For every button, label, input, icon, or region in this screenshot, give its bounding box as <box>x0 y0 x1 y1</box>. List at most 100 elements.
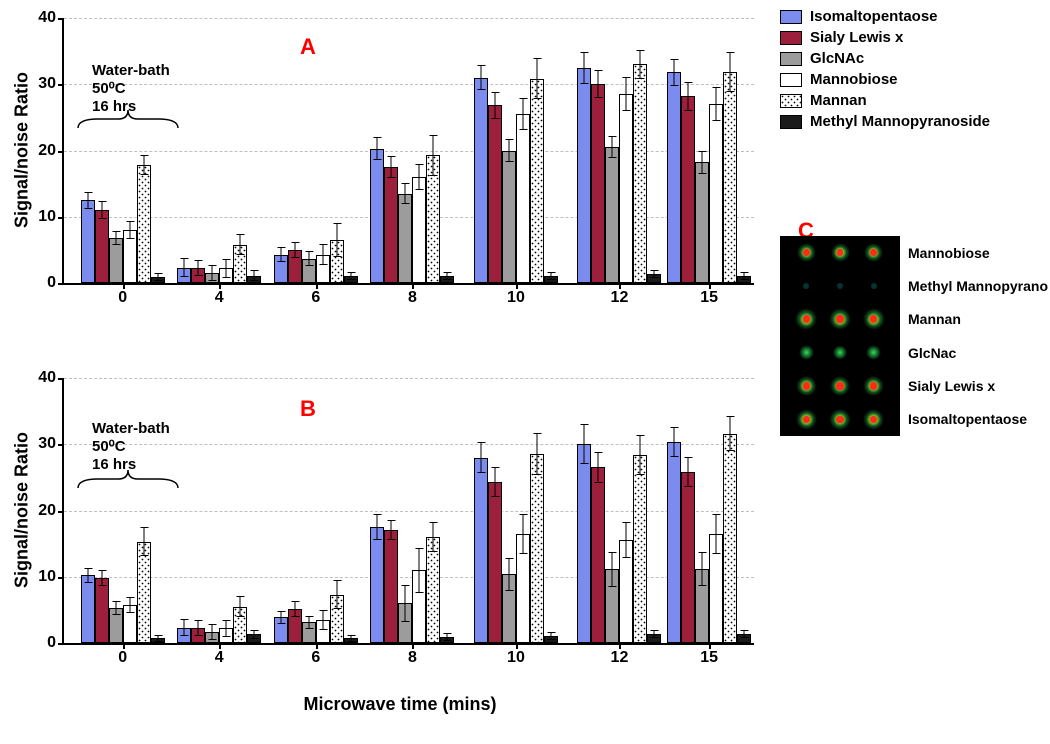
x-tick-label: 15 <box>700 289 718 307</box>
bar-mannan <box>723 434 737 643</box>
bar-sialy_lewis_x <box>95 210 109 283</box>
annotation-line: 50⁰C <box>92 438 170 456</box>
y-tick-label: 0 <box>47 274 56 292</box>
x-axis-label: Microwave time (mins) <box>303 694 496 715</box>
bar-glcnac <box>109 238 123 283</box>
y-tick-label: 0 <box>47 634 56 652</box>
bar-glcnac <box>695 162 709 283</box>
bar-mannan <box>530 454 544 643</box>
legend-label-sialy_lewis_x: Sialy Lewis x <box>810 29 990 46</box>
y-tick-label: 40 <box>38 369 56 387</box>
bar-isomaltopentaose <box>274 617 288 643</box>
bar-sialy_lewis_x <box>591 467 605 643</box>
annotation-B: Water-bath50⁰C16 hrs <box>92 420 170 474</box>
bar-mannan <box>137 542 151 643</box>
bar-mannobiose <box>516 114 530 283</box>
bar-sialy_lewis_x <box>488 482 502 643</box>
x-tick-label: 8 <box>408 649 417 667</box>
grid-line <box>64 378 754 379</box>
panel-letter-B: B <box>300 396 316 422</box>
bar-methyl_mannopyranoside <box>544 276 558 283</box>
y-tick-label: 10 <box>38 568 56 586</box>
x-tick-label: 15 <box>700 649 718 667</box>
bar-mannobiose <box>516 534 530 643</box>
y-tick-label: 30 <box>38 435 56 453</box>
y-tick <box>58 577 64 579</box>
brace-A <box>78 110 178 136</box>
array-row <box>780 303 900 336</box>
bar-mannobiose <box>123 605 137 643</box>
legend-label-mannobiose: Mannobiose <box>810 71 990 88</box>
bar-methyl_mannopyranoside <box>737 634 751 643</box>
bar-sialy_lewis_x <box>288 609 302 643</box>
bar-isomaltopentaose <box>474 458 488 644</box>
y-tick <box>58 217 64 219</box>
y-tick-label: 20 <box>38 142 56 160</box>
bar-isomaltopentaose <box>474 78 488 283</box>
bar-isomaltopentaose <box>577 444 591 643</box>
array-spot <box>871 283 877 289</box>
bar-glcnac <box>302 259 316 284</box>
array-spot-core <box>870 382 877 389</box>
bar-sialy_lewis_x <box>95 578 109 643</box>
array-spot-halo <box>866 345 881 360</box>
bar-methyl_mannopyranoside <box>647 274 661 283</box>
bar-mannan <box>723 72 737 283</box>
bar-methyl_mannopyranoside <box>247 276 261 283</box>
array-row <box>780 403 900 436</box>
array-row <box>780 336 900 369</box>
chart-panel-A: 0102030400468101215 <box>62 18 754 285</box>
bar-glcnac <box>302 622 316 643</box>
array-spot-core <box>803 382 810 389</box>
y-tick-label: 20 <box>38 502 56 520</box>
x-tick-label: 0 <box>118 289 127 307</box>
bar-mannan <box>426 537 440 643</box>
bar-mannobiose <box>619 540 633 643</box>
array-spot-core <box>803 416 811 424</box>
bar-mannobiose <box>316 620 330 643</box>
array-row-label: Methyl Mannopyrano <box>908 278 1048 294</box>
array-row-label: Mannobiose <box>908 245 990 261</box>
array-row <box>780 236 900 269</box>
chart-panel-B: 0102030400468101215 <box>62 378 754 645</box>
y-tick <box>58 511 64 513</box>
bar-mannan <box>233 245 247 283</box>
bar-methyl_mannopyranoside <box>344 276 358 283</box>
array-spot-core <box>870 249 877 256</box>
y-tick <box>58 283 64 285</box>
legend: Isomaltopentaose Sialy Lewis x GlcNAc Ma… <box>780 8 990 130</box>
legend-swatch-mannan <box>780 94 802 108</box>
bar-sialy_lewis_x <box>191 628 205 643</box>
legend-label-glcnac: GlcNAc <box>810 50 990 67</box>
bar-mannobiose <box>219 268 233 283</box>
bar-glcnac <box>605 569 619 643</box>
bar-isomaltopentaose <box>667 72 681 283</box>
bar-sialy_lewis_x <box>488 105 502 283</box>
annotation-line: 50⁰C <box>92 80 170 98</box>
grid-line <box>64 18 754 19</box>
bar-isomaltopentaose <box>274 255 288 283</box>
bar-sialy_lewis_x <box>288 250 302 283</box>
panel-letter-A: A <box>300 34 316 60</box>
y-tick <box>58 18 64 20</box>
x-tick-label: 12 <box>611 289 629 307</box>
bar-sialy_lewis_x <box>681 472 695 643</box>
bar-isomaltopentaose <box>177 268 191 283</box>
x-tick-label: 6 <box>311 289 320 307</box>
legend-swatch-glcnac <box>780 52 802 66</box>
array-spot-core <box>836 382 843 389</box>
microarray-image <box>780 236 900 436</box>
bar-glcnac <box>109 608 123 643</box>
bar-mannobiose <box>316 255 330 283</box>
legend-label-mannan: Mannan <box>810 92 990 109</box>
array-row-label: GlcNac <box>908 345 956 361</box>
bar-mannobiose <box>219 628 233 643</box>
bar-isomaltopentaose <box>577 68 591 283</box>
bar-methyl_mannopyranoside <box>344 638 358 643</box>
bar-glcnac <box>502 151 516 284</box>
bar-mannan <box>330 240 344 283</box>
grid-line <box>64 577 754 578</box>
x-tick-label: 10 <box>507 289 525 307</box>
annotation-line: Water-bath <box>92 62 170 80</box>
x-tick-label: 0 <box>118 649 127 667</box>
